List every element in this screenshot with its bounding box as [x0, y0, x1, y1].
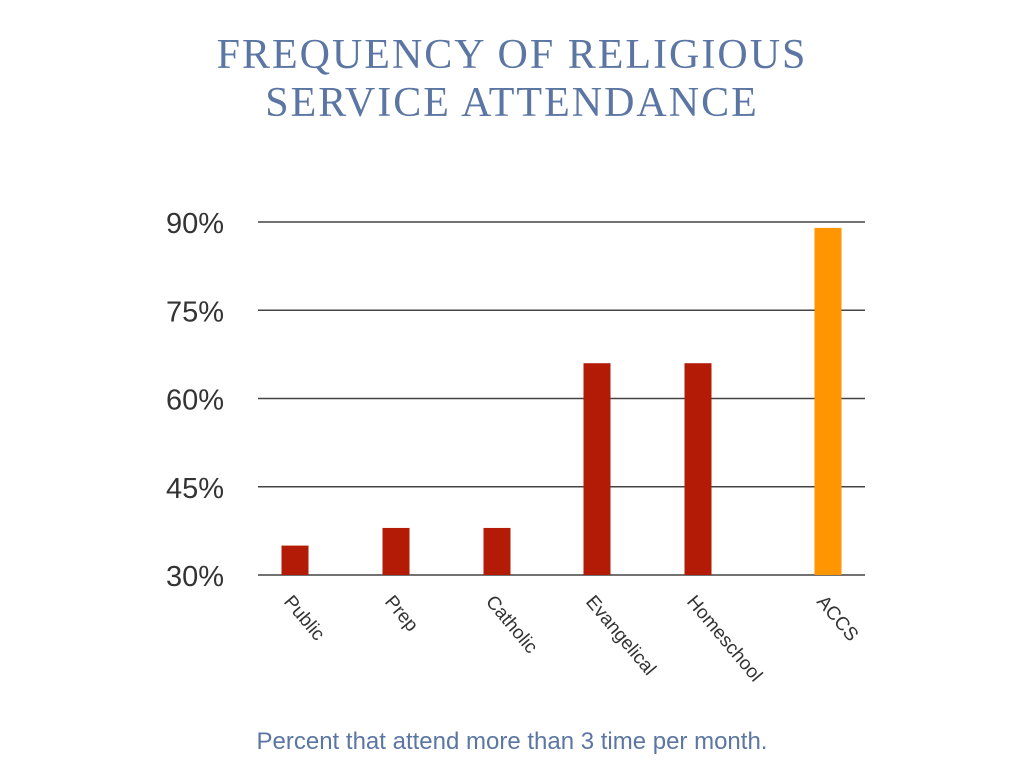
- y-tick-label: 90%: [166, 208, 224, 240]
- x-tick-label: Public: [279, 592, 328, 645]
- x-tick-label: Catholic: [481, 592, 541, 658]
- chart-title-line2: SERVICE ATTENDANCE: [265, 80, 759, 126]
- bar-public: [281, 545, 309, 575]
- y-tick-label: 60%: [166, 385, 224, 417]
- chart-title-line1: FREQUENCY OF RELIGIOUS: [216, 32, 808, 78]
- bar-prep: [382, 527, 410, 575]
- y-tick-label: 75%: [166, 296, 224, 328]
- chart-caption: Percent that attend more than 3 time per…: [256, 728, 768, 755]
- x-tick-label: Prep: [380, 592, 422, 636]
- bar-accs: [814, 227, 842, 575]
- x-tick-label: Evangelical: [581, 592, 660, 680]
- bar-evangelical: [583, 363, 611, 575]
- y-tick-label: 30%: [166, 561, 224, 593]
- y-tick-label: 45%: [166, 473, 224, 505]
- bar-homeschool: [684, 363, 712, 575]
- x-tick-label: ACCS: [812, 592, 862, 646]
- x-tick-label: Homeschool: [682, 592, 766, 686]
- bar-catholic: [483, 527, 511, 575]
